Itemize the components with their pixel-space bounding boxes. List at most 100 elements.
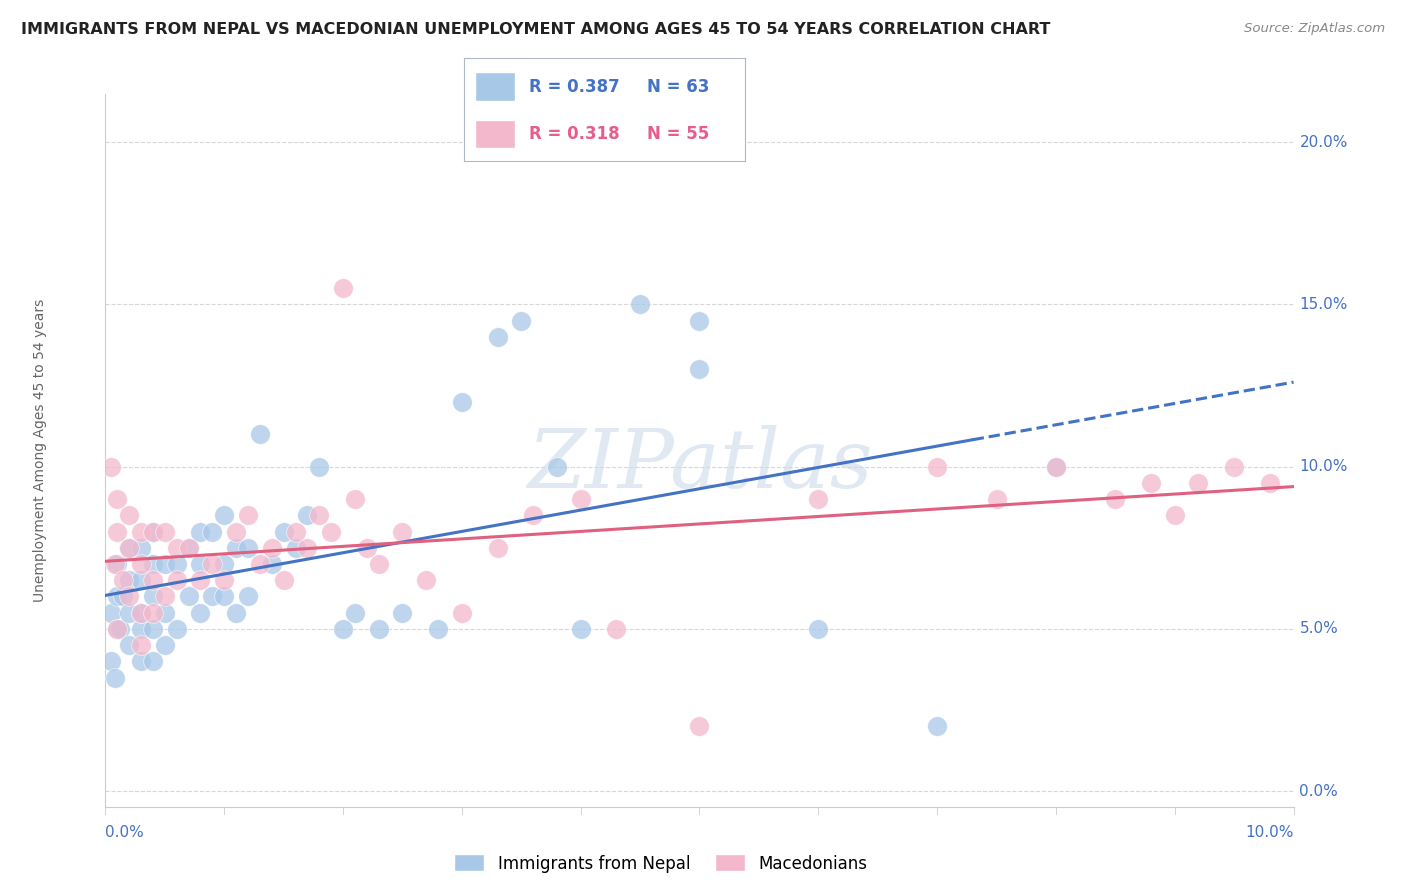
Text: ZIPatlas: ZIPatlas — [527, 425, 872, 505]
Point — [201, 590, 224, 604]
Point — [249, 557, 271, 571]
Point — [142, 590, 165, 604]
Point — [689, 314, 711, 328]
Point — [415, 573, 437, 587]
Point — [142, 557, 165, 571]
Point — [201, 524, 224, 539]
Point — [308, 508, 330, 523]
Point — [214, 508, 236, 523]
Point — [214, 557, 236, 571]
Text: IMMIGRANTS FROM NEPAL VS MACEDONIAN UNEMPLOYMENT AMONG AGES 45 TO 54 YEARS CORRE: IMMIGRANTS FROM NEPAL VS MACEDONIAN UNEM… — [21, 22, 1050, 37]
Point — [118, 573, 141, 587]
Point — [321, 524, 343, 539]
Point — [112, 590, 135, 604]
Point — [1223, 459, 1246, 474]
Point — [367, 622, 389, 636]
Point — [129, 541, 152, 555]
Point — [129, 638, 152, 652]
Point — [273, 524, 295, 539]
Point — [284, 541, 307, 555]
Point — [1187, 475, 1209, 490]
Point — [104, 671, 127, 685]
Point — [214, 573, 236, 587]
Point — [605, 622, 627, 636]
Point — [190, 524, 212, 539]
Point — [689, 719, 711, 733]
Point — [129, 654, 152, 668]
Point — [225, 541, 247, 555]
Point — [569, 622, 592, 636]
Point — [807, 492, 830, 507]
Point — [118, 638, 141, 652]
Point — [105, 590, 128, 604]
Point — [129, 606, 152, 620]
Point — [450, 394, 472, 409]
Text: Unemployment Among Ages 45 to 54 years: Unemployment Among Ages 45 to 54 years — [34, 299, 48, 602]
Point — [273, 573, 295, 587]
Point — [343, 606, 366, 620]
Point — [100, 459, 122, 474]
Point — [142, 654, 165, 668]
Point — [142, 524, 165, 539]
Text: 15.0%: 15.0% — [1299, 297, 1348, 312]
Text: 0.0%: 0.0% — [105, 825, 145, 840]
Text: R = 0.318: R = 0.318 — [529, 125, 619, 143]
Point — [1045, 459, 1067, 474]
Point — [153, 524, 176, 539]
Point — [927, 459, 949, 474]
Point — [153, 638, 176, 652]
Point — [129, 524, 152, 539]
Point — [297, 508, 319, 523]
Point — [153, 557, 176, 571]
Point — [628, 297, 651, 311]
Point — [142, 573, 165, 587]
Point — [129, 622, 152, 636]
Point — [332, 622, 354, 636]
Point — [105, 622, 128, 636]
Point — [284, 524, 307, 539]
Point — [153, 590, 176, 604]
Point — [118, 590, 141, 604]
Point — [486, 330, 509, 344]
Text: N = 63: N = 63 — [647, 78, 709, 95]
Text: N = 55: N = 55 — [647, 125, 709, 143]
Point — [166, 573, 188, 587]
Point — [343, 492, 366, 507]
Point — [105, 557, 128, 571]
Point — [927, 719, 949, 733]
Point — [308, 459, 330, 474]
Point — [105, 492, 128, 507]
Point — [166, 622, 188, 636]
Point — [190, 606, 212, 620]
Point — [807, 622, 830, 636]
Point — [249, 427, 271, 442]
Point — [260, 557, 283, 571]
Point — [986, 492, 1008, 507]
Point — [297, 541, 319, 555]
Point — [201, 557, 224, 571]
Point — [1164, 508, 1187, 523]
Point — [142, 606, 165, 620]
Point — [225, 606, 247, 620]
Point — [100, 606, 122, 620]
Point — [112, 573, 135, 587]
Text: 20.0%: 20.0% — [1299, 135, 1348, 150]
Text: 0.0%: 0.0% — [1299, 783, 1339, 798]
Point — [105, 524, 128, 539]
Point — [236, 508, 259, 523]
Point — [486, 541, 509, 555]
Point — [510, 314, 533, 328]
Text: 5.0%: 5.0% — [1299, 622, 1339, 636]
Point — [166, 541, 188, 555]
Point — [546, 459, 568, 474]
Point — [129, 557, 152, 571]
Point — [105, 622, 128, 636]
Point — [177, 541, 200, 555]
Point — [129, 606, 152, 620]
Point — [129, 573, 152, 587]
Point — [1045, 459, 1067, 474]
Point — [104, 557, 127, 571]
Point — [166, 557, 188, 571]
Point — [118, 541, 141, 555]
Point — [142, 524, 165, 539]
